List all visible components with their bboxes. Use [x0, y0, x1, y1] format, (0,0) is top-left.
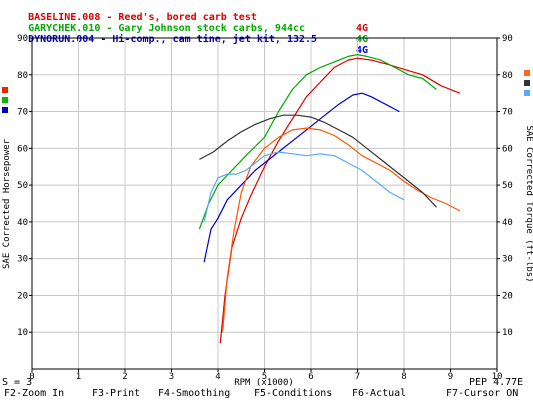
actual-key[interactable]: F6-Actual — [352, 388, 407, 399]
x-tick-label: 5 — [262, 372, 267, 382]
x-tick-label: 3 — [169, 372, 174, 382]
header-label-3: DYNORUN.004 - Hi-comp., cam tine, jet ki… — [28, 34, 318, 45]
header-line-1: BASELINE.008 - Reed's, bored carb test 4… — [4, 1, 368, 45]
x-tick-label: 10 — [492, 372, 503, 382]
y-tick-label-left: 20 — [17, 291, 28, 301]
y-tick-label-right: 70 — [502, 108, 513, 118]
axis-ticks: 0 1 2 3 4 5 6 7 8 9 10 10 20 30 40 50 60 70 80 90 10 20 30 40 50… — [17, 34, 513, 382]
conditions-key[interactable]: F5-Conditions — [254, 388, 333, 399]
x-tick-label: 7 — [355, 372, 360, 382]
series-line-torque-4 — [222, 127, 461, 333]
legend-square-left-3 — [2, 107, 8, 113]
smoothing-status: S = 3 — [2, 377, 33, 388]
x-tick-label: 1 — [76, 372, 81, 382]
series-line-horsepower-1 — [219, 57, 461, 344]
y-tick-label-right: 20 — [502, 291, 513, 301]
y-tick-label-right: 10 — [502, 328, 513, 338]
legend-square-right-2 — [524, 80, 530, 86]
series-line-horsepower-2 — [198, 53, 437, 230]
series-line-horsepower-3 — [203, 92, 400, 263]
header-line-2: GARYCHEK.010 - Gary Johnson stock carbs,… — [4, 12, 368, 56]
x-tick-label: 6 — [308, 372, 313, 382]
y-axis-label-left: SAE Corrected Horsepower — [2, 138, 12, 269]
header-gear-3: 4G — [356, 45, 369, 56]
x-tick-label: 8 — [401, 372, 406, 382]
y-tick-label-left: 50 — [17, 181, 28, 191]
y-tick-label-left: 70 — [17, 108, 28, 118]
y-tick-label-right: 30 — [502, 255, 513, 265]
header-gear-2: 4G — [356, 34, 369, 45]
y-tick-label-left: 90 — [17, 34, 28, 44]
legend-square-left-1 — [2, 87, 8, 93]
x-tick-label: 9 — [448, 372, 453, 382]
y-tick-label-right: 50 — [502, 181, 513, 191]
y-tick-label-right: 60 — [502, 144, 513, 154]
y-tick-label-left: 60 — [17, 144, 28, 154]
header-line-3: DYNORUN.004 - Hi-comp., cam tine, jet ki… — [4, 23, 368, 67]
header-label-2: GARYCHEK.010 - Gary Johnson stock carbs,… — [28, 23, 306, 34]
header-label-1: BASELINE.008 - Reed's, bored carb test — [28, 12, 257, 23]
x-axis-label: RPM (x1000) — [234, 378, 294, 388]
y-tick-label-left: 80 — [17, 71, 28, 81]
y-tick-label-right: 40 — [502, 218, 513, 228]
series-line-torque-5 — [199, 114, 437, 208]
y-tick-label-right: 80 — [502, 71, 513, 81]
x-tick-label: 0 — [29, 372, 34, 382]
y-tick-label-left: 30 — [17, 255, 28, 265]
cursor-key[interactable]: F7-Cursor ON — [446, 388, 519, 399]
chart-grid — [32, 38, 497, 369]
y-tick-label-left: 40 — [17, 218, 28, 228]
legend-square-right-3 — [524, 90, 530, 96]
function-key-bar: F2-Zoom In F3-Print F4-Smoothing F5-Cond… — [0, 388, 533, 400]
legend-square-left-2 — [2, 97, 8, 103]
zoom-in-key[interactable]: F2-Zoom In — [4, 388, 65, 399]
print-key[interactable]: F3-Print — [92, 388, 141, 399]
series-lines — [198, 53, 461, 344]
y-axis-label-right: SAE Corrected Torque (ft-lbs) — [524, 125, 533, 282]
y-tick-label-left: 10 — [17, 328, 28, 338]
legend-square-right-1 — [524, 70, 530, 76]
y-tick-label-right: 90 — [502, 34, 513, 44]
x-tick-label: 2 — [122, 372, 127, 382]
pep-status: PEP 4.77E — [469, 377, 524, 388]
series-line-torque-6 — [203, 151, 405, 223]
smoothing-key[interactable]: F4-Smoothing — [158, 388, 231, 399]
x-tick-label: 4 — [215, 372, 220, 382]
header-gear-1: 4G — [356, 23, 369, 34]
